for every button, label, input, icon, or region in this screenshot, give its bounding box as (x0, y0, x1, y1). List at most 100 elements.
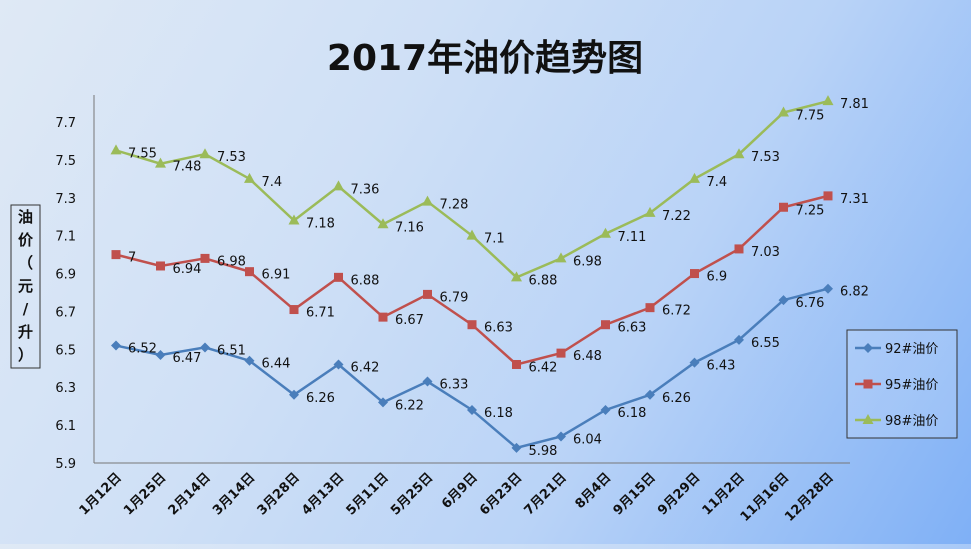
data-point (645, 303, 655, 313)
x-tick-label: 4月13日 (299, 470, 347, 518)
data-point (689, 357, 700, 368)
y-tick-label: 7.7 (55, 116, 76, 131)
data-label: 6.98 (573, 254, 602, 269)
data-label: 6.63 (484, 321, 513, 336)
data-label: 6.26 (306, 391, 335, 406)
data-point (467, 404, 477, 415)
x-tick-label: 5月25日 (388, 470, 436, 518)
data-point (244, 355, 255, 366)
series-group: 6.52 6.47 6.51 6.44 6.26 6.42 6.22 6.33 6.18 5.98… (111, 283, 869, 459)
y-tick-label: 6.7 (55, 305, 76, 320)
data-point (511, 442, 522, 453)
data-point (333, 180, 344, 191)
data-label: 6.33 (440, 378, 469, 393)
y-axis-label-char: 元 (18, 277, 33, 295)
x-tick-label: 9月29日 (655, 470, 703, 518)
data-label: 7.31 (840, 192, 869, 207)
x-tick-label: 6月9日 (439, 470, 481, 512)
data-label: 7.53 (217, 150, 246, 165)
y-tick-label: 6.1 (55, 419, 76, 434)
data-label: 6.71 (306, 306, 335, 321)
data-point (512, 359, 521, 369)
data-point (733, 148, 745, 159)
data-point (378, 397, 388, 408)
data-label: 6.55 (751, 336, 780, 351)
data-label: 6.47 (173, 351, 202, 366)
data-label: 7.22 (662, 209, 691, 224)
data-label: 6.98 (217, 254, 246, 269)
x-tick-label: 2月14日 (166, 470, 214, 518)
data-label: 6.51 (217, 343, 246, 358)
data-point (822, 95, 834, 106)
data-point (862, 414, 874, 424)
data-point (556, 431, 566, 442)
y-tick-label: 7.3 (55, 192, 76, 207)
data-point (334, 272, 343, 282)
data-point (244, 172, 255, 183)
data-label: 7.03 (751, 245, 780, 260)
data-point (155, 350, 166, 361)
data-point (823, 191, 833, 201)
y-axis-label-char: ） (18, 346, 33, 364)
y-axis-label-char: （ (18, 254, 33, 272)
data-label: 7.48 (173, 160, 202, 175)
y-tick-label: 6.9 (55, 268, 76, 283)
data-label: 6.42 (351, 360, 380, 375)
data-point (467, 320, 477, 330)
data-point (289, 389, 299, 400)
data-point (644, 206, 656, 217)
data-label: 6.63 (618, 321, 647, 336)
data-point (734, 244, 744, 254)
x-tick-label: 3月14日 (210, 470, 258, 518)
data-label: 6.67 (395, 313, 424, 328)
data-label: 6.94 (173, 262, 202, 277)
data-label: 6.88 (529, 273, 558, 288)
x-tick-label: 3月28日 (255, 470, 303, 518)
data-label: 6.82 (840, 285, 869, 300)
legend-entry: 92#油价 (885, 342, 938, 357)
data-point (556, 348, 566, 358)
data-point (111, 340, 121, 351)
data-point (466, 229, 478, 240)
data-point (423, 289, 432, 299)
data-point (288, 214, 300, 225)
legend-entry: 98#油价 (885, 414, 938, 429)
data-point (690, 269, 699, 279)
data-point (333, 359, 344, 370)
data-label: 6.22 (395, 398, 424, 413)
data-point (863, 379, 873, 389)
x-tick-label: 12月28日 (782, 470, 837, 525)
legend: 92#油价 95#油价 98#油价 (846, 329, 958, 439)
y-tick-label: 7.1 (55, 230, 76, 245)
data-label: 7 (128, 251, 136, 266)
x-tick-label: 6月23日 (477, 470, 525, 518)
data-point (601, 320, 610, 330)
data-label: 6.48 (573, 349, 602, 364)
data-label: 7.53 (751, 150, 780, 165)
data-label: 6.44 (262, 357, 291, 372)
data-label: 7.81 (840, 97, 869, 112)
chart-title: 2017年油价趋势图 (327, 38, 643, 79)
data-label: 6.52 (128, 342, 157, 357)
data-point (200, 253, 210, 263)
data-point (823, 283, 833, 294)
y-axis-label-char: / (23, 300, 29, 318)
data-point (245, 267, 254, 277)
data-point (422, 195, 433, 206)
data-label: 7.1 (484, 232, 505, 247)
data-label: 7.75 (796, 109, 825, 124)
y-tick-label: 5.9 (55, 457, 76, 472)
data-label: 7.4 (262, 175, 283, 190)
data-label: 6.18 (618, 406, 647, 421)
axes (93, 95, 850, 464)
data-label: 7.36 (351, 182, 380, 197)
data-point (600, 227, 611, 238)
data-label: 6.88 (351, 273, 380, 288)
data-point (111, 250, 121, 260)
y-tick-label: 6.3 (55, 381, 76, 396)
x-tick-label: 7月21日 (522, 470, 570, 518)
x-tick-label: 1月12日 (77, 470, 125, 518)
x-tick-label: 5月11日 (344, 470, 392, 518)
y-tick-label: 6.5 (55, 343, 76, 358)
x-tick-label: 9月15日 (611, 470, 659, 518)
